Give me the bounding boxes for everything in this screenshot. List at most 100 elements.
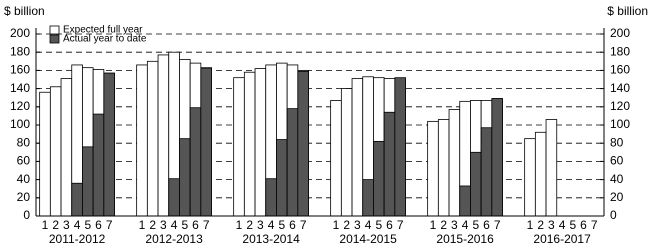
y2-tick-label: 160 [610,63,630,77]
group-label: 2011-2012 [49,232,106,246]
expected-bar [534,131,547,217]
actual-bar [362,179,374,217]
x-tick-label: 7 [106,218,113,232]
expected-bar [330,100,342,217]
actual-bar [71,182,83,217]
y-tick-label: 140 [10,81,30,95]
x-tick-label: 5 [278,218,285,232]
expected-bar [243,71,256,217]
x-tick-label: 2 [149,218,156,232]
actual-bar [103,72,115,217]
actual-bar [394,77,406,217]
y-tick-label: 80 [17,135,31,149]
actual-bar [491,98,503,217]
x-tick-label: 3 [548,218,555,232]
actual-bar [189,107,202,217]
legend-swatch [49,34,60,44]
x-tick-label: 2 [537,218,544,232]
expected-bar [136,64,148,217]
x-tick-label: 2 [52,218,59,232]
x-tick-label: 7 [300,218,307,232]
expected-bar [351,78,364,217]
expected-bar [340,88,353,217]
x-tick-label: 4 [74,218,81,232]
actual-bar [92,113,105,217]
x-tick-label: 5 [375,218,382,232]
x-tick-label: 6 [483,218,490,232]
legend-swatch [49,25,60,35]
y-tick-label: 200 [10,26,30,40]
actual-bar [383,111,396,217]
group-label: 2013-2014 [242,232,300,246]
y2-tick-label: 140 [610,81,630,95]
expected-bar [448,109,461,217]
x-tick-label: 1 [236,218,243,232]
x-tick-label: 4 [171,218,178,232]
x-tick-label: 6 [192,218,199,232]
expected-bar [146,60,159,217]
y2-tick-label: 120 [610,99,630,113]
x-tick-label: 1 [527,218,534,232]
x-tick-label: 6 [289,218,296,232]
group-label: 2015-2016 [436,232,494,246]
expected-bar [233,77,245,217]
x-tick-label: 4 [559,218,566,232]
y-tick-label: 20 [17,190,31,204]
y2-tick-label: 200 [610,26,630,40]
y2-tick-label: 180 [610,44,630,58]
expected-bar [254,68,267,217]
x-tick-label: 7 [397,218,404,232]
x-tick-label: 2 [440,218,447,232]
y2-tick-label: 100 [610,117,630,131]
x-tick-label: 1 [430,218,437,232]
expected-bar [524,138,536,217]
y-tick-label: 120 [10,99,30,113]
actual-bar [265,178,277,217]
y-tick-label: 60 [17,154,31,168]
y-tick-label: 180 [10,44,30,58]
y2-tick-label: 40 [610,172,624,186]
group-label: 2016-2017 [533,232,591,246]
y-tick-label: 40 [17,172,31,186]
x-tick-label: 7 [494,218,501,232]
expected-bar [60,78,73,217]
group-label: 2014-2015 [339,232,397,246]
x-tick-label: 3 [257,218,264,232]
x-tick-label: 4 [462,218,469,232]
actual-bar [480,127,493,217]
x-tick-label: 4 [365,218,372,232]
y2-tick-label: 0 [610,208,617,222]
actual-bar [459,185,471,217]
x-tick-label: 2 [343,218,350,232]
x-tick-label: 3 [160,218,167,232]
expected-bar [157,54,170,217]
actual-bar [276,139,288,217]
legend-label: Actual year to date [63,34,147,45]
x-tick-label: 6 [580,218,587,232]
expected-bar [39,91,51,217]
y2-axis-label: $ billion [607,4,648,18]
expected-bar [427,120,439,217]
actual-bar [297,70,309,217]
legend-label: Expected full year [63,25,143,36]
x-tick-label: 3 [63,218,70,232]
x-tick-label: 4 [268,218,275,232]
y2-tick-label: 80 [610,135,624,149]
x-tick-label: 1 [333,218,340,232]
x-tick-label: 5 [84,218,91,232]
x-tick-label: 1 [42,218,49,232]
y-tick-label: 160 [10,63,30,77]
actual-bar [82,146,94,217]
actual-bar [179,138,191,217]
x-tick-label: 5 [569,218,576,232]
actual-bar [373,140,385,217]
actual-bar [286,108,299,217]
y2-tick-label: 60 [610,154,624,168]
x-tick-label: 5 [472,218,479,232]
y-tick-label: 0 [23,208,30,222]
y-tick-label: 100 [10,117,30,131]
group-label: 2012-2013 [145,232,203,246]
x-tick-label: 3 [451,218,458,232]
